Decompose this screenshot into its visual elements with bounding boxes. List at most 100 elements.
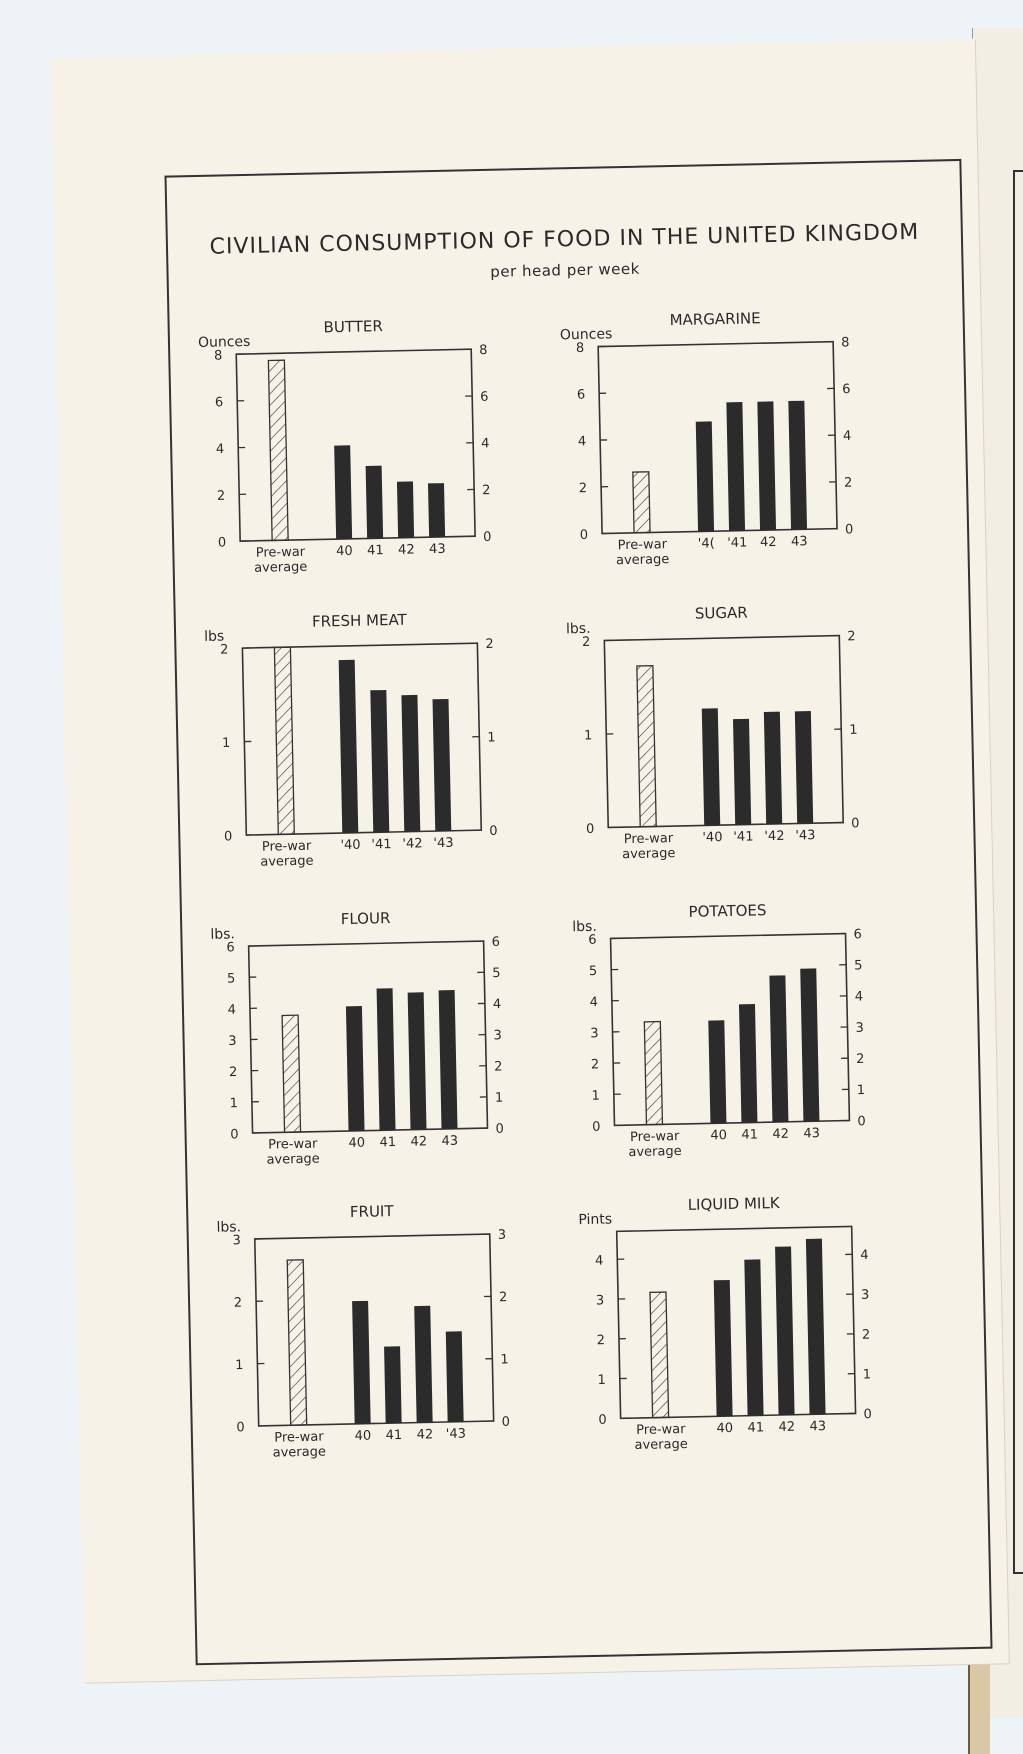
potatoes-left-tick-label: 2	[591, 1057, 600, 1072]
flour-bar-40	[345, 1006, 365, 1131]
fresh-meat-right-tick-label: 0	[489, 824, 498, 839]
fruit-category-label: 41	[385, 1428, 402, 1443]
flour-right-tick-label: 4	[493, 997, 502, 1012]
butter-bar-43	[427, 483, 446, 538]
sugar-category-label: '40	[702, 830, 722, 845]
liquid-milk-right-tick-label: 4	[860, 1248, 869, 1263]
potatoes-right-tick-label: 6	[853, 927, 862, 942]
flour-left-tick-label: 5	[227, 971, 236, 986]
liquid-milk-left-tick-label: 2	[597, 1333, 606, 1348]
liquid-milk-left-tick-label: 3	[596, 1293, 605, 1308]
fresh-meat-bar-43	[432, 698, 452, 832]
flour-left-tick-label: 4	[228, 1003, 237, 1018]
flour-left-tick-label: 1	[230, 1096, 239, 1111]
liquid-milk-category-label: 40	[716, 1421, 733, 1436]
liquid-milk-prewar-label-line1: Pre-war	[636, 1422, 686, 1438]
liquid-milk-right-tick-label: 3	[861, 1288, 870, 1303]
butter-category-label: 43	[429, 542, 446, 557]
chart-frame: CIVILIAN CONSUMPTION OF FOOD IN THE UNIT…	[164, 158, 993, 1666]
flour-left-tick-label: 2	[229, 1065, 238, 1080]
fruit-category-label: '43	[446, 1427, 466, 1442]
flour-unit-label: lbs.	[210, 926, 235, 943]
fruit-plot-frame	[253, 1233, 495, 1427]
fresh-meat-bar-40	[338, 659, 359, 834]
potatoes-category-label: 40	[710, 1128, 727, 1143]
sugar-title: SUGAR	[695, 604, 748, 623]
butter-bar-42	[396, 481, 415, 538]
fresh-meat-prewar-label-line1: Pre-war	[262, 839, 312, 855]
flour-right-tick-label: 3	[493, 1028, 502, 1043]
margarine-category-label: '41	[727, 536, 747, 551]
flour-bar-43	[438, 990, 458, 1130]
fresh-meat-left-tick-label: 1	[222, 736, 231, 751]
sugar-right-tick-label: 2	[847, 629, 856, 644]
butter-left-tick-label: 8	[214, 348, 223, 363]
fresh-meat-left-tick-label: 0	[224, 829, 233, 844]
margarine-title: MARGARINE	[669, 309, 760, 329]
sugar-prewar-label-line1: Pre-war	[624, 831, 674, 847]
fresh-meat-right-tick-label: 1	[487, 730, 496, 745]
fresh-meat-bar-prewar	[273, 646, 295, 836]
potatoes-left-tick-label: 0	[592, 1120, 601, 1135]
potatoes-title: POTATOES	[688, 901, 766, 921]
butter-category-label: 40	[336, 544, 353, 559]
liquid-milk-bar-40	[713, 1279, 733, 1417]
butter-title: BUTTER	[323, 317, 383, 336]
flour-left-tick-label: 0	[230, 1127, 239, 1142]
liquid-milk-left-tick-label: 1	[597, 1373, 606, 1388]
butter-right-tick-label: 8	[479, 343, 488, 358]
potatoes-category-label: 41	[741, 1127, 758, 1142]
butter-bar-41	[365, 465, 384, 539]
liquid-milk-bar-prewar	[649, 1291, 670, 1419]
potatoes-right-tick-label: 1	[857, 1083, 866, 1098]
fruit-category-label: 42	[416, 1427, 433, 1442]
potatoes-left-tick-label: 6	[588, 933, 597, 948]
butter-left-tick-label: 2	[217, 489, 226, 504]
liquid-milk-unit-label: Pints	[578, 1211, 612, 1228]
butter-bar-prewar	[267, 359, 289, 542]
butter-right-tick-label: 6	[480, 390, 489, 405]
margarine-bar-41	[726, 402, 746, 531]
margarine-bar-4	[695, 421, 715, 532]
flour-bar-41	[376, 988, 396, 1131]
sugar-category-label: '42	[764, 829, 784, 844]
fresh-meat-title: FRESH MEAT	[312, 611, 408, 631]
butter-right-tick-label: 2	[482, 483, 491, 498]
fresh-meat-right-tick-label: 2	[485, 637, 494, 652]
butter-right-tick-label: 0	[483, 530, 492, 545]
butter-right-tick-label: 4	[481, 436, 490, 451]
sugar-right-tick-label: 0	[851, 816, 860, 831]
margarine-right-tick-label: 8	[841, 335, 850, 350]
fresh-meat-unit-label: lbs	[204, 628, 224, 644]
fresh-meat-category-label: '42	[402, 836, 422, 851]
fruit-left-tick-label: 2	[234, 1296, 243, 1311]
fresh-meat-category-label: '40	[340, 838, 360, 853]
flour-category-label: 43	[441, 1134, 458, 1149]
flour-bar-42	[407, 992, 427, 1130]
margarine-bar-prewar	[632, 471, 651, 534]
potatoes-category-label: 43	[803, 1126, 820, 1141]
liquid-milk-right-tick-label: 1	[863, 1367, 872, 1382]
fresh-meat-prewar-label-line2: average	[260, 854, 314, 870]
fruit-right-tick-label: 1	[500, 1352, 509, 1367]
potatoes-left-tick-label: 1	[591, 1089, 600, 1104]
fresh-meat-category-label: '41	[371, 837, 391, 852]
liquid-milk-right-tick-label: 0	[863, 1407, 872, 1422]
flour-left-tick-label: 6	[226, 940, 235, 955]
margarine-right-tick-label: 0	[845, 522, 854, 537]
liquid-milk-left-tick-label: 4	[595, 1254, 604, 1269]
flour-right-tick-label: 5	[492, 966, 501, 981]
margarine-left-tick-label: 8	[576, 341, 585, 356]
fruit-bar-40	[352, 1300, 371, 1424]
sugar-bar-42	[763, 711, 783, 825]
butter-unit-label: Ounces	[198, 334, 251, 351]
potatoes-prewar-label-line1: Pre-war	[630, 1129, 680, 1145]
flour-right-tick-label: 1	[495, 1091, 504, 1106]
potatoes-right-tick-label: 0	[857, 1114, 866, 1129]
fruit-category-label: 40	[355, 1429, 372, 1444]
butter-category-label: 42	[398, 542, 415, 557]
butter-left-tick-label: 6	[215, 395, 224, 410]
sugar-category-label: '43	[795, 828, 815, 843]
fruit-title: FRUIT	[350, 1202, 395, 1221]
